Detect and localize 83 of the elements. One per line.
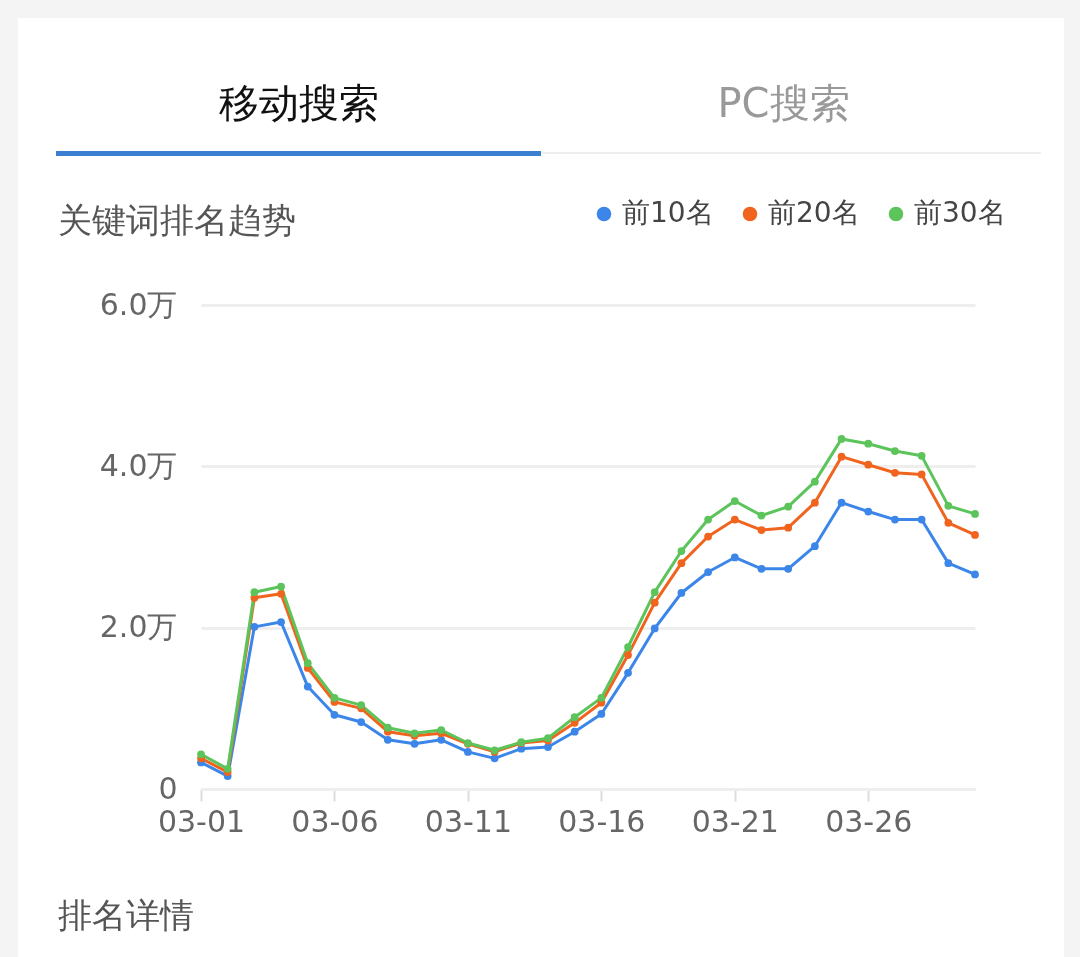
point <box>624 651 632 659</box>
y-tick-label: 2.0万 <box>99 609 178 645</box>
point <box>650 624 659 633</box>
point <box>704 568 712 576</box>
point <box>330 710 339 719</box>
point <box>250 622 259 631</box>
y-tick-label: 0 <box>158 770 178 806</box>
point <box>437 726 446 734</box>
point <box>784 523 793 532</box>
y-tick-label: 6.0万 <box>99 286 178 322</box>
point <box>464 748 472 756</box>
point <box>730 497 739 505</box>
point <box>757 511 766 520</box>
point <box>570 727 579 736</box>
point <box>864 507 873 516</box>
point <box>704 515 712 524</box>
point <box>677 547 686 555</box>
point <box>810 542 819 551</box>
point <box>864 439 873 448</box>
point <box>277 618 285 626</box>
x-tick-label: 03-01 <box>157 803 246 839</box>
point <box>357 718 366 726</box>
point <box>677 559 686 567</box>
point <box>330 693 339 702</box>
point <box>383 735 392 744</box>
point <box>624 643 632 651</box>
x-tick-label: 03-26 <box>825 803 913 839</box>
point <box>624 668 632 677</box>
point <box>650 588 659 597</box>
point <box>837 435 846 443</box>
point <box>837 498 846 507</box>
point <box>944 518 953 527</box>
point <box>650 598 659 607</box>
point <box>891 468 899 477</box>
x-tick-label: 03-16 <box>558 803 646 839</box>
y-tick-label: 4.0万 <box>99 447 178 483</box>
legend-label: 前20名 <box>768 196 860 229</box>
point <box>544 743 552 751</box>
point <box>917 470 926 479</box>
point <box>677 589 686 597</box>
point <box>784 564 793 573</box>
point <box>437 735 446 744</box>
point <box>810 477 819 486</box>
text: 移动搜索 <box>217 79 380 128</box>
legend-label: 前30名 <box>914 196 1006 229</box>
point <box>357 701 366 709</box>
legend-label: 前10名 <box>622 196 714 229</box>
point <box>303 682 312 691</box>
point <box>944 501 953 510</box>
point <box>704 532 712 541</box>
point <box>971 531 979 539</box>
point <box>891 515 899 524</box>
point <box>757 564 766 573</box>
point <box>223 764 232 773</box>
point <box>864 460 873 469</box>
point <box>597 710 606 718</box>
point <box>944 559 953 567</box>
point <box>570 713 579 722</box>
point <box>277 582 285 591</box>
point <box>730 515 739 524</box>
point <box>891 447 899 455</box>
point <box>410 739 419 748</box>
point <box>784 502 793 511</box>
point <box>277 589 285 598</box>
point <box>197 750 205 759</box>
point <box>730 553 739 562</box>
point <box>383 723 392 732</box>
x-tick-label: 03-11 <box>424 803 512 839</box>
point <box>971 510 979 518</box>
text: PC搜索 <box>716 79 851 128</box>
point <box>917 515 926 524</box>
chart-title: 关键词排名趋势 <box>58 199 296 242</box>
point <box>837 452 846 461</box>
point <box>757 526 766 534</box>
point <box>917 451 926 460</box>
point <box>250 588 259 597</box>
point <box>597 693 606 702</box>
point <box>303 659 312 668</box>
x-tick-label: 03-06 <box>291 803 379 839</box>
point <box>971 570 979 579</box>
x-tick-label: 03-21 <box>691 803 779 839</box>
text: 排名详情 <box>58 894 194 937</box>
point <box>810 498 819 507</box>
